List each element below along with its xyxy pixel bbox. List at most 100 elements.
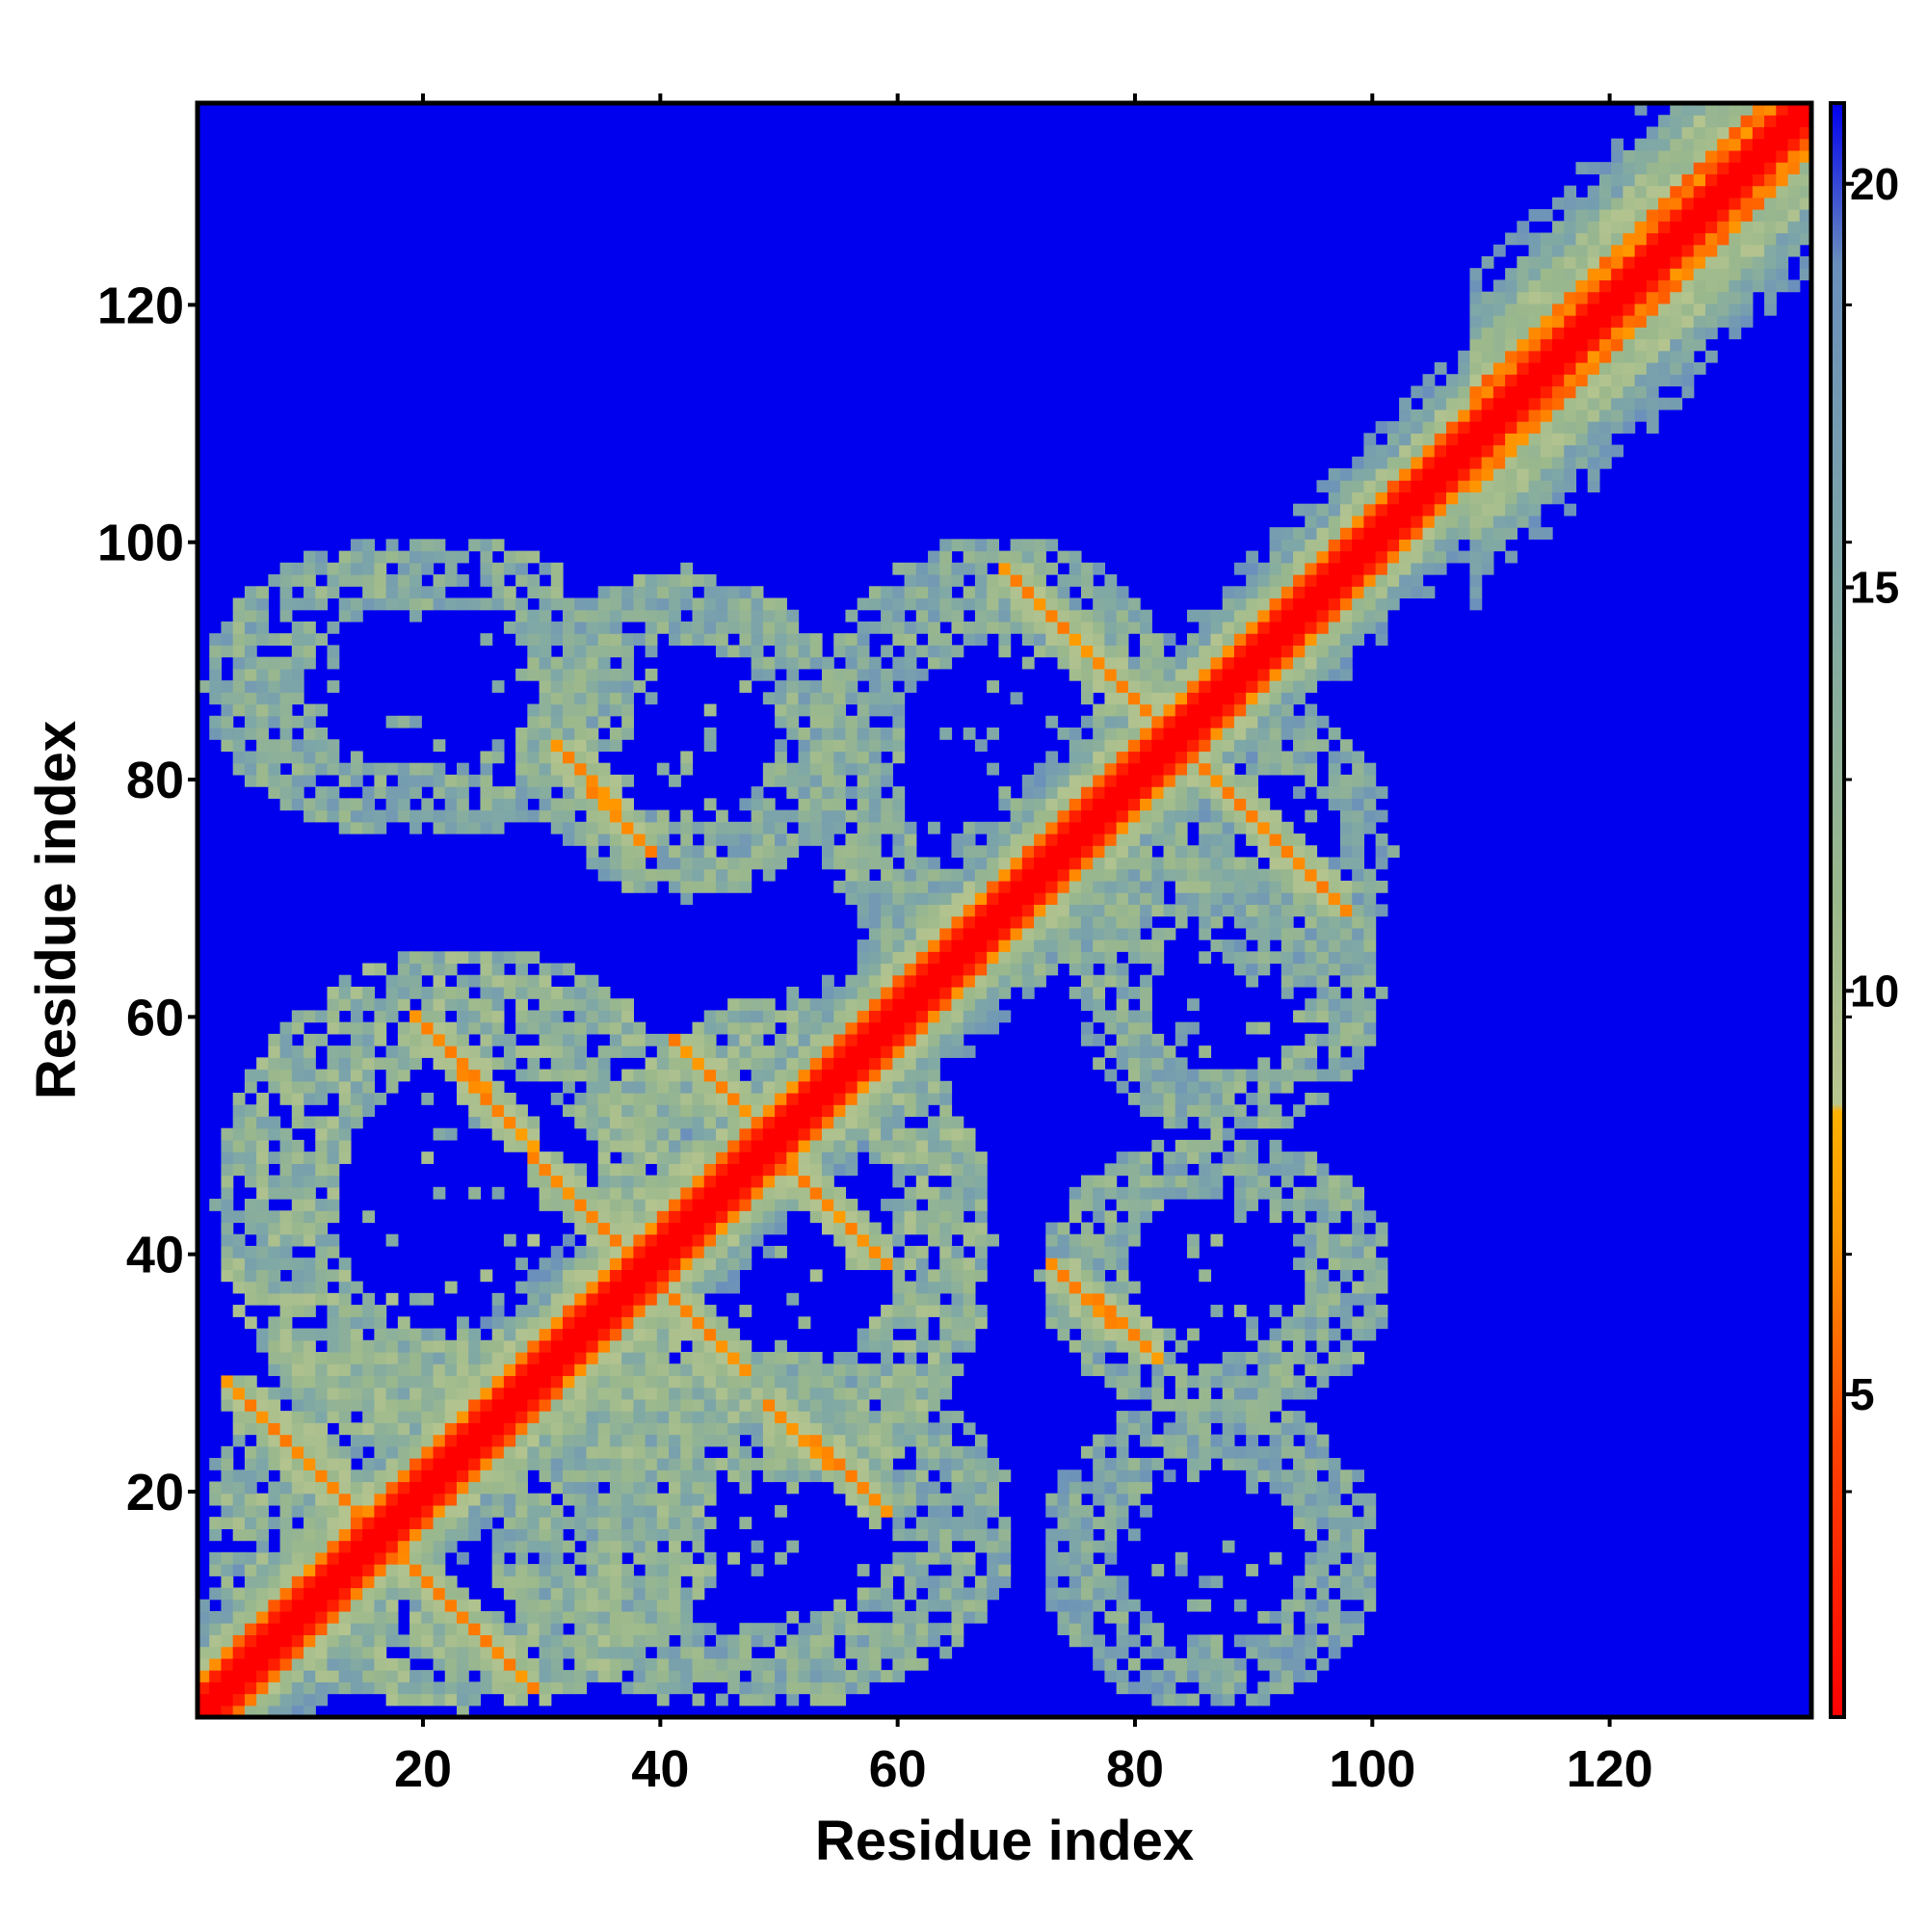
heatmap-cell (480, 1646, 493, 1659)
heatmap-cell (645, 1375, 658, 1389)
heatmap-cell (503, 1411, 516, 1423)
heatmap-cell (444, 1540, 458, 1553)
heatmap-cell (539, 1422, 552, 1436)
heatmap-cell (974, 550, 988, 564)
heatmap-cell (939, 645, 953, 658)
heatmap-cell (904, 645, 917, 658)
heatmap-cell (645, 1610, 658, 1624)
heatmap-cell (221, 1186, 234, 1200)
heatmap-cell (1116, 868, 1129, 882)
heatmap-cell (1104, 1670, 1118, 1682)
heatmap-cell (209, 1681, 223, 1695)
heatmap-cell (1010, 550, 1023, 564)
heatmap-cell (574, 1434, 588, 1447)
heatmap-cell (1093, 1363, 1106, 1377)
heatmap-cell (868, 1411, 882, 1423)
heatmap-cell (1151, 786, 1165, 799)
heatmap-cell (327, 1210, 340, 1224)
heatmap-cell (775, 1363, 787, 1377)
heatmap-cell (268, 1493, 281, 1506)
heatmap-cell (1175, 668, 1188, 681)
heatmap-cell (939, 1139, 953, 1152)
heatmap-cell (963, 1305, 976, 1317)
heatmap-cell (692, 609, 705, 622)
heatmap-cell (609, 1646, 622, 1659)
heatmap-cell (444, 550, 458, 564)
heatmap-cell (1104, 845, 1118, 859)
heatmap-cell (503, 786, 516, 799)
heatmap-cell (515, 1398, 528, 1412)
heatmap-cell (715, 1116, 728, 1129)
heatmap-cell (656, 1186, 670, 1200)
heatmap-cell (515, 1587, 528, 1601)
heatmap-cell (963, 1292, 976, 1306)
heatmap-cell (574, 1163, 588, 1177)
heatmap-cell (845, 786, 858, 799)
heatmap-cell (315, 1281, 329, 1294)
heatmap-cell (456, 798, 469, 811)
heatmap-cell (350, 1093, 363, 1105)
heatmap-cell (915, 1245, 929, 1258)
heatmap-cell (1175, 703, 1188, 717)
heatmap-cell (881, 1411, 893, 1423)
heatmap-cell (928, 880, 940, 893)
heatmap-cell (256, 1564, 269, 1576)
heatmap-cell (1057, 809, 1070, 823)
heatmap-cell (1080, 1257, 1094, 1271)
heatmap-cell (868, 1445, 882, 1459)
heatmap-cell (1010, 892, 1023, 905)
heatmap-cell (915, 1469, 929, 1483)
heatmap-cell (680, 1398, 694, 1412)
heatmap-cell (421, 1351, 435, 1364)
heatmap-cell (951, 1139, 964, 1152)
heatmap-cell (1069, 1540, 1082, 1553)
heatmap-cell (586, 1127, 599, 1141)
heatmap-cell (350, 1281, 363, 1294)
heatmap-cell (279, 1705, 293, 1718)
heatmap-cell (527, 574, 541, 587)
heatmap-cell (232, 1587, 246, 1601)
heatmap-cell (751, 1351, 764, 1364)
heatmap-cell (550, 1257, 564, 1271)
heatmap-cell (291, 1163, 304, 1177)
heatmap-cell (645, 1222, 658, 1235)
heatmap-cell (256, 1328, 269, 1341)
heatmap-cell (1175, 1057, 1188, 1071)
heatmap-cell (892, 1151, 906, 1164)
heatmap-cell (574, 1093, 588, 1105)
heatmap-cell (291, 1045, 304, 1058)
heatmap-cell (597, 1151, 611, 1164)
heatmap-cell (586, 1575, 599, 1589)
heatmap-cell (597, 1469, 611, 1483)
heatmap-cell (456, 1010, 469, 1023)
heatmap-cell (963, 586, 976, 599)
heatmap-cell (409, 574, 422, 587)
heatmap-cell (703, 1045, 717, 1058)
heatmap-cell (1163, 1163, 1176, 1177)
heatmap-cell (480, 1517, 493, 1529)
heatmap-cell (586, 809, 599, 823)
heatmap-cell (904, 1093, 917, 1105)
heatmap-cell (563, 1458, 575, 1470)
heatmap-cell (892, 1139, 906, 1152)
heatmap-cell (550, 1564, 564, 1576)
heatmap-cell (304, 645, 316, 658)
heatmap-cell (904, 1033, 917, 1046)
heatmap-cell (609, 1328, 622, 1341)
heatmap-cell (350, 1575, 363, 1589)
heatmap-cell (974, 1305, 988, 1317)
heatmap-cell (597, 1458, 611, 1470)
heatmap-cell (845, 1069, 858, 1082)
heatmap-cell (845, 1387, 858, 1400)
heatmap-cell (1057, 845, 1070, 859)
heatmap-cell (586, 727, 599, 740)
heatmap-cell (1104, 834, 1118, 846)
heatmap-cell (1104, 1316, 1118, 1330)
heatmap-cell (609, 1010, 622, 1023)
heatmap-cell (703, 621, 717, 634)
heatmap-cell (669, 1281, 681, 1294)
heatmap-cell (915, 1528, 929, 1542)
heatmap-cell (539, 1575, 552, 1589)
heatmap-cell (762, 1057, 776, 1071)
heatmap-cell (327, 1528, 340, 1542)
